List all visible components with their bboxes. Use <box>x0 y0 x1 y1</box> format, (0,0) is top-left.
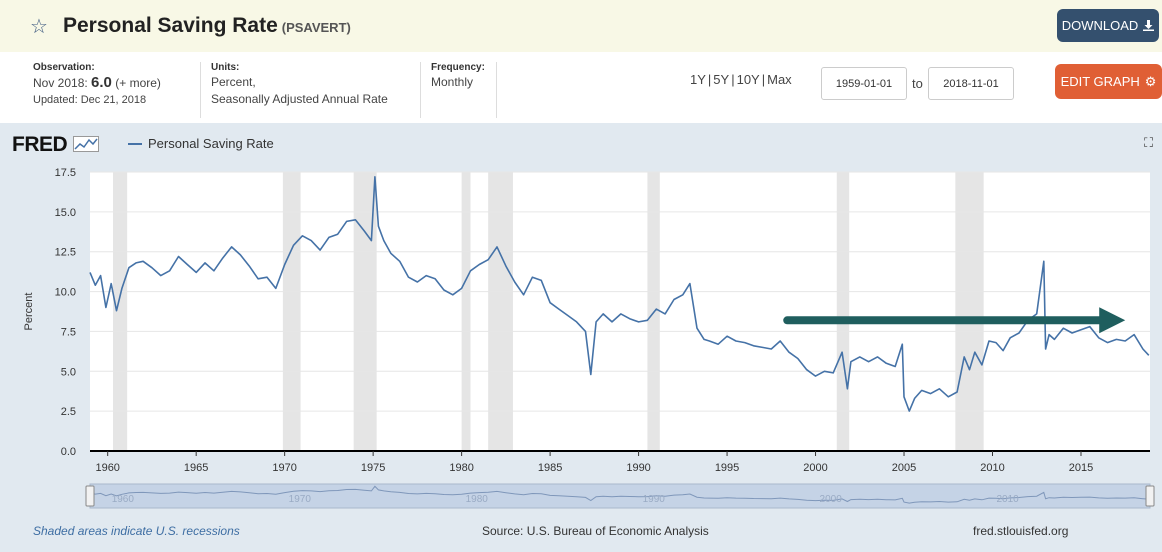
y-axis-label: Percent <box>23 293 35 331</box>
observation-block: Observation: Nov 2018: 6.0 (+ more) Upda… <box>33 62 161 109</box>
range-5y-button[interactable]: 5Y <box>713 72 730 87</box>
range-selector: 1Y | 5Y | 10Y | Max <box>690 72 792 87</box>
y-tick-label: 15.0 <box>55 207 76 219</box>
end-date-input[interactable]: 2018-11-01 <box>928 67 1014 100</box>
page-title: Personal Saving Rate (PSAVERT) <box>63 14 351 38</box>
units-label: Units: <box>211 62 240 73</box>
x-tick-label: 1980 <box>449 462 473 474</box>
navigator-handle[interactable] <box>1145 485 1155 507</box>
divider <box>420 62 421 118</box>
expand-icon[interactable]: ⛶ <box>1144 135 1154 150</box>
download-icon <box>1143 20 1155 31</box>
frequency-value: Monthly <box>431 75 474 89</box>
range-1y-button[interactable]: 1Y <box>690 72 706 87</box>
download-label: DOWNLOAD <box>1061 18 1139 33</box>
navigator-tick-label: 2000 <box>820 494 843 505</box>
divider <box>496 62 497 118</box>
series-title: Personal Saving Rate <box>63 14 278 37</box>
edit-graph-button[interactable]: EDIT GRAPH ⚙ <box>1055 64 1162 99</box>
download-button[interactable]: DOWNLOAD <box>1057 9 1159 42</box>
start-date-input[interactable]: 1959-01-01 <box>821 67 907 100</box>
navigator-handle[interactable] <box>85 485 95 507</box>
series-line <box>89 176 1150 412</box>
x-tick-label: 2010 <box>980 462 1004 474</box>
plot-background <box>90 172 1150 451</box>
units-block: Units: Percent, Seasonally Adjusted Annu… <box>211 62 388 108</box>
x-tick-label: 1970 <box>272 462 296 474</box>
recession-band <box>113 172 128 451</box>
x-tick-label: 2000 <box>803 462 827 474</box>
y-tick-label: 5.0 <box>61 366 76 378</box>
header-bar: ☆ Personal Saving Rate (PSAVERT) DOWNLOAD <box>0 0 1162 52</box>
frequency-block: Frequency: Monthly <box>431 62 485 91</box>
divider <box>200 62 201 118</box>
observation-label: Observation: <box>33 62 95 73</box>
legend-series-name: Personal Saving Rate <box>148 136 274 151</box>
y-tick-label: 7.5 <box>61 326 76 338</box>
range-max-button[interactable]: Max <box>767 72 792 87</box>
frequency-label: Frequency: <box>431 62 485 73</box>
y-tick-label: 0.0 <box>61 446 76 458</box>
navigator-tick-label: 1990 <box>643 494 666 505</box>
fred-logo-text: FRED <box>12 133 68 156</box>
legend-swatch <box>128 142 142 145</box>
recession-note-link[interactable]: Shaded areas indicate U.S. recessions <box>33 524 240 538</box>
recession-band <box>488 172 513 451</box>
x-tick-label: 1960 <box>95 462 119 474</box>
recession-band <box>461 172 471 451</box>
range-10y-button[interactable]: 10Y <box>736 72 760 87</box>
y-tick-label: 17.5 <box>55 167 76 179</box>
chart-legend: Personal Saving Rate <box>128 136 274 151</box>
navigator-tick-label: 1960 <box>112 494 135 505</box>
recession-band <box>955 172 984 451</box>
to-label: to <box>912 76 923 91</box>
source-note: Source: U.S. Bureau of Economic Analysis <box>482 524 709 538</box>
navigator-tick-label: 1970 <box>289 494 312 505</box>
series-id: (PSAVERT) <box>281 20 351 35</box>
y-tick-label: 12.5 <box>55 247 76 259</box>
fred-logo: FRED <box>12 133 99 157</box>
recession-band <box>353 172 377 451</box>
x-tick-label: 1990 <box>626 462 650 474</box>
x-tick-label: 2015 <box>1069 462 1093 474</box>
site-url[interactable]: fred.stlouisfed.org <box>973 524 1069 538</box>
x-tick-label: 1985 <box>538 462 562 474</box>
recession-band <box>282 172 301 451</box>
x-tick-label: 1975 <box>361 462 385 474</box>
navigator-series <box>89 485 1149 504</box>
observation-more-link[interactable]: (+ more) <box>115 76 161 90</box>
chart-line-icon <box>72 136 99 152</box>
x-tick-label: 1995 <box>715 462 739 474</box>
navigator-tick-label: 1980 <box>466 494 489 505</box>
trend-arrow-head <box>1099 307 1126 334</box>
gear-icon: ⚙ <box>1144 73 1157 89</box>
recession-band <box>836 172 850 451</box>
observation-value: 6.0 <box>91 74 112 91</box>
observation-period: Nov 2018: <box>33 76 88 90</box>
updated-date: Updated: Dec 21, 2018 <box>33 94 147 106</box>
units-line1: Percent, <box>211 75 256 89</box>
x-tick-label: 1965 <box>184 462 208 474</box>
navigator-tick-label: 2010 <box>997 494 1020 505</box>
x-tick-label: 2005 <box>892 462 916 474</box>
y-tick-label: 2.5 <box>61 406 76 418</box>
y-tick-label: 10.0 <box>55 287 76 299</box>
units-line2: Seasonally Adjusted Annual Rate <box>211 92 388 106</box>
star-outline-icon[interactable]: ☆ <box>30 16 48 38</box>
edit-graph-label: EDIT GRAPH <box>1060 74 1140 89</box>
